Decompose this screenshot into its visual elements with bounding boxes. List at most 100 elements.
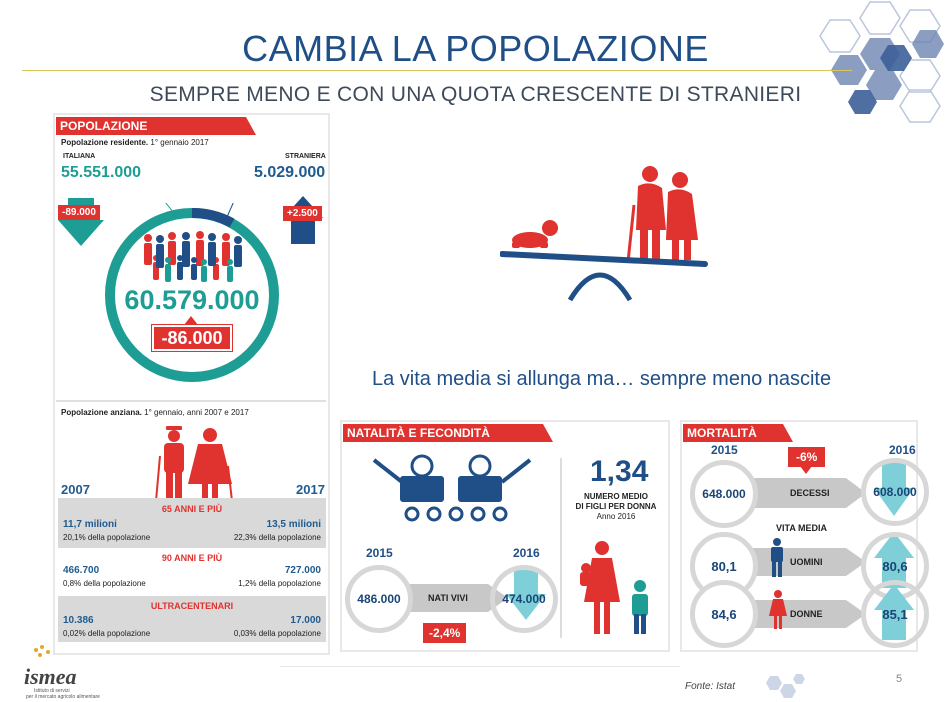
anziana-group-title-2: 90 ANNI E PIÙ (161, 553, 223, 563)
italiana-change: -89.000 (62, 207, 96, 218)
natalita-right-circle: 474.000 (490, 565, 558, 633)
anziana-group-title-3: ULTRACENTENARI (150, 601, 234, 611)
anziana-caption-bold: Popolazione anziana. (61, 408, 142, 417)
anziana-left-pct-1: 20,1% della popolazione (63, 533, 151, 542)
donne-left-value: 84,6 (711, 606, 737, 622)
ismea-logo-text: ismea (24, 664, 77, 689)
anziana-right-pct-1: 22,3% della popolazione (233, 533, 321, 542)
uomini-left-value: 80,1 (711, 558, 737, 574)
straniera-change: +2.500 (287, 208, 318, 219)
mortalita-title: MORTALITÀ (687, 426, 757, 440)
donne-label: DONNE (790, 609, 823, 619)
natalita-right-value: 474.000 (502, 592, 546, 606)
man-icon (771, 538, 783, 577)
natalita-left-value: 486.000 (357, 592, 401, 606)
popolazione-caption-rest: 1° gennaio 2017 (150, 138, 209, 147)
popolazione-caption-bold: Popolazione residente. (61, 138, 149, 147)
mortalita-change-badge: -6% (788, 447, 826, 467)
anziana-left-pct-3: 0,02% della popolazione (63, 629, 151, 638)
anziana-group-title-1: 65 ANNI E PIÙ (161, 504, 223, 514)
footer-rule (280, 666, 680, 667)
anziana-right-pct-3: 0,03% della popolazione (233, 629, 321, 638)
ismea-logo-icon (34, 645, 50, 657)
fertility-line2: DI FIGLI PER DONNA (575, 502, 657, 511)
total-change: -86.000 (161, 328, 223, 348)
mother-child-icon (580, 541, 648, 634)
title-divider (22, 70, 852, 71)
anziana-right-value-1: 13,5 milioni (266, 519, 321, 530)
page-subtitle: SEMPRE MENO E CON UNA QUOTA CRESCENTE DI… (149, 83, 802, 106)
ismea-logo-sub2: per il mercato agricolo alimentare (26, 694, 100, 700)
popolazione-title: POPOLAZIONE (60, 119, 148, 133)
population-total: 60.579.000 (124, 285, 260, 315)
natalita-change: -2,4% (429, 626, 461, 640)
italiana-value: 55.551.000 (61, 164, 142, 181)
straniera-change-badge: +2.500 (283, 206, 322, 221)
mortalita-title-bar (683, 424, 793, 442)
crowd-people-icon (144, 231, 242, 282)
anziana-year-right: 2017 (296, 482, 325, 497)
straniera-value: 5.029.000 (254, 164, 326, 181)
fertility-line1: NUMERO MEDIO (584, 492, 648, 501)
anziana-right-pct-2: 1,2% della popolazione (238, 579, 321, 588)
fertility-value: 1,34 (590, 455, 649, 488)
anziana-left-value-3: 10.386 (63, 615, 94, 626)
fertility-year: Anno 2016 (596, 512, 636, 521)
decessi-label: DECESSI (790, 488, 830, 498)
donne-right-value: 85,1 (882, 606, 908, 622)
anziana-left-pct-2: 0,8% della popolazione (63, 579, 146, 588)
popolazione-panel (53, 113, 330, 655)
uomini-right-value: 80,6 (882, 558, 908, 574)
tagline: La vita media si allunga ma… sempre meno… (372, 368, 832, 390)
mortalita-year-left: 2015 (711, 443, 738, 457)
natalita-year-left: 2015 (366, 546, 393, 560)
anziana-caption-rest: 1° gennaio, anni 2007 e 2017 (144, 408, 249, 417)
italiana-change-badge: -89.000 (58, 205, 100, 220)
anziana-left-value-2: 466.700 (63, 565, 100, 576)
anziana-right-value-3: 17.000 (290, 615, 321, 626)
source-note: Fonte: Istat (685, 681, 736, 692)
uomini-label: UOMINI (790, 557, 823, 567)
natalita-year-right: 2016 (513, 546, 540, 560)
popolazione-title-bar (56, 117, 256, 135)
decessi-right-value: 608.000 (873, 485, 917, 499)
mortalita-year-right: 2016 (889, 443, 916, 457)
total-change-pointer-icon (184, 316, 198, 325)
decessi-left-value: 648.000 (702, 487, 746, 501)
elderly-couple-icon (155, 426, 233, 502)
page-number: 5 (896, 673, 903, 685)
italiana-label: ITALIANA (63, 153, 96, 160)
donne-left-circle: 84,6 (690, 580, 758, 648)
decessi-arrow (740, 478, 866, 508)
anziana-band-1 (58, 498, 326, 548)
donne-right-circle: 85,1 (861, 580, 929, 648)
donne-arrow (740, 600, 866, 628)
total-change-badge: -86.000 (151, 324, 233, 352)
decessi-right-circle: 608.000 (861, 458, 929, 526)
seesaw-illustration-icon (500, 166, 708, 302)
page-title: CAMBIA LA POPOLAZIONE (242, 28, 709, 69)
natalita-divider (560, 458, 562, 638)
natalita-left-circle: 486.000 (345, 565, 413, 633)
popolazione-caption: Popolazione residente. 1° gennaio 2017 (61, 138, 209, 147)
vita-media-label: VITA MEDIA (776, 523, 827, 533)
natalita-title: NATALITÀ E FECONDITÀ (347, 426, 490, 440)
anziana-band-3 (58, 596, 326, 642)
natalita-title-bar (343, 424, 553, 442)
anziana-caption: Popolazione anziana. 1° gennaio, anni 20… (61, 408, 249, 417)
anziana-right-value-2: 727.000 (284, 565, 321, 576)
strollers-icon (372, 454, 532, 522)
footer-hexagon-decoration (766, 674, 805, 698)
hexagon-decoration (819, 1, 944, 123)
mortalita-change: -6% (796, 450, 818, 464)
anziana-year-left: 2007 (61, 482, 90, 497)
nati-vivi-label: NATI VIVI (428, 593, 468, 603)
ismea-logo-sub1: Istituto di servizi (34, 688, 70, 694)
decessi-left-circle: 648.000 (690, 460, 758, 528)
mortalita-change-pointer-icon (800, 466, 812, 474)
woman-icon (769, 590, 787, 629)
natalita-change-badge: -2,4% (423, 623, 467, 643)
straniera-label: STRANIERA (285, 153, 326, 160)
uomini-arrow (740, 548, 866, 576)
anziana-left-value-1: 11,7 milioni (63, 519, 117, 530)
